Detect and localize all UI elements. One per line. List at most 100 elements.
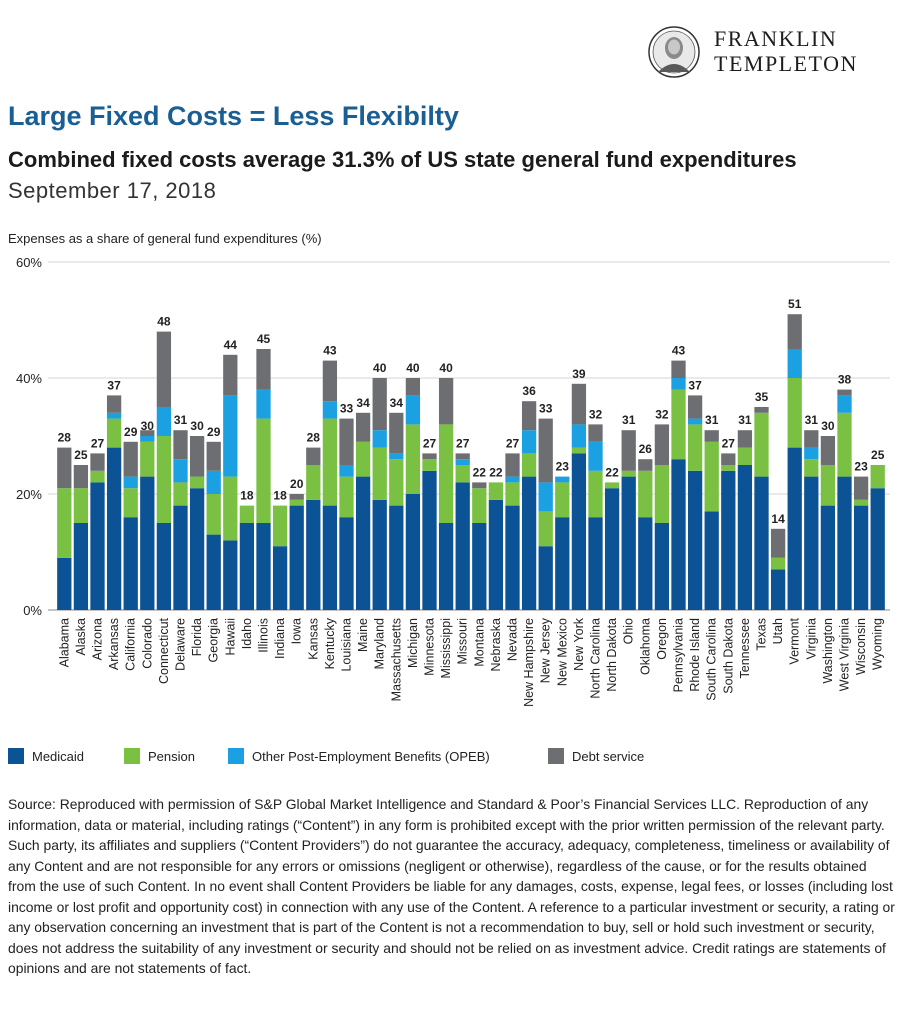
bar-segment (106, 412, 122, 419)
bar-segment (737, 447, 753, 465)
x-tick-label: Maine (356, 618, 370, 652)
bar-segment (206, 494, 221, 535)
bar-segment (787, 447, 802, 610)
legend-swatch (124, 748, 140, 764)
bar-segment (704, 511, 719, 610)
bar-segment (754, 412, 769, 477)
total-label: 30 (141, 419, 155, 433)
total-label: 40 (439, 361, 453, 375)
x-tick-label: Indiana (273, 618, 287, 659)
total-label: 22 (605, 465, 619, 479)
total-label: 37 (107, 378, 121, 392)
bar-segment (438, 378, 454, 425)
bar-segment (687, 418, 703, 425)
bar-segment (721, 453, 736, 465)
stacked-bar-chart: Expenses as a share of general fund expe… (8, 231, 890, 707)
x-tick-label: California (124, 618, 138, 671)
total-label: 27 (506, 436, 520, 450)
total-label: 34 (356, 396, 370, 410)
bar-segment (272, 505, 288, 547)
bar-segment (638, 459, 653, 471)
total-label: 33 (539, 402, 553, 416)
bar-segment (621, 430, 636, 471)
bar-segment (521, 453, 537, 477)
x-tick-label: Ohio (622, 618, 636, 644)
bar-segment (571, 383, 587, 425)
x-tick-label: Hawaii (223, 618, 237, 656)
x-tick-label: Alaska (74, 618, 88, 656)
brand-line-2: TEMPLETON (714, 51, 858, 76)
bar-segment (538, 418, 553, 483)
bar-segment (505, 482, 520, 506)
total-label: 36 (522, 384, 536, 398)
bar-segment (654, 465, 670, 523)
bar-segment (687, 470, 703, 610)
bar-segment (322, 401, 338, 419)
total-label: 51 (788, 297, 802, 311)
x-tick-label: Arkansas (107, 618, 121, 670)
x-tick-label: Iowa (290, 618, 304, 644)
y-tick-label: 0% (23, 603, 42, 618)
bar-segment (239, 505, 255, 523)
bar-segment (438, 424, 454, 523)
x-tick-label: Illinois (257, 618, 271, 653)
source-disclaimer: Source: Reproduced with permission of S&… (8, 796, 895, 976)
x-tick-label: Nevada (506, 618, 520, 661)
bar-segment (571, 453, 587, 610)
bar-segment (106, 418, 122, 448)
bar-segment (123, 517, 138, 610)
x-tick-label: North Dakota (605, 618, 619, 692)
bar-segment (820, 465, 836, 506)
bar-segment (787, 378, 802, 448)
bar-segment (853, 476, 869, 500)
bar-segment (306, 465, 321, 500)
bar-segment (106, 395, 122, 413)
bar-segment (306, 499, 321, 610)
bar-segment (372, 378, 387, 431)
x-tick-label: Wyoming (871, 618, 885, 670)
total-label: 25 (74, 448, 88, 462)
x-tick-label: West Virginia (838, 618, 852, 691)
bar-segment (704, 441, 719, 512)
bar-segment (687, 395, 703, 419)
portrait-seal-icon (648, 26, 700, 78)
bar-segment (704, 430, 719, 442)
bar-segment (156, 523, 172, 610)
bar-segment (256, 349, 271, 390)
x-tick-label: Idaho (240, 618, 254, 649)
bar-segment (372, 447, 387, 500)
total-label: 29 (124, 425, 138, 439)
legend: Medicaid Pension Other Post-Employment Ben… (8, 748, 898, 770)
x-tick-label: South Dakota (721, 618, 735, 694)
bar-segment (322, 505, 338, 610)
x-tick-label: Missouri (456, 618, 470, 665)
bar-segment (721, 470, 736, 610)
x-tick-label: Montana (472, 618, 486, 667)
bar-segment (123, 476, 138, 489)
bar-segment (289, 494, 304, 500)
total-label: 31 (622, 413, 636, 427)
bar-segment (57, 488, 72, 558)
franklin-templeton-logo: FRANKLIN TEMPLETON (648, 26, 888, 78)
x-tick-label: Kansas (306, 618, 320, 660)
bar-segment (455, 482, 470, 610)
bar-segment (173, 430, 188, 460)
bar-segment (339, 465, 354, 477)
x-tick-label: Vermont (788, 617, 802, 664)
bar-segment (256, 389, 271, 419)
total-label: 20 (290, 477, 304, 491)
bar-segment (588, 517, 603, 610)
legend-item: Other Post-Employment Benefits (OPEB) (228, 748, 490, 764)
bar-segment (322, 360, 338, 402)
total-label: 31 (805, 413, 819, 427)
bar-segment (521, 401, 537, 431)
x-tick-label: Arizona (91, 618, 105, 660)
brand-wordmark: FRANKLIN TEMPLETON (714, 26, 858, 76)
bar-segment (73, 465, 89, 489)
bar-segment (389, 459, 404, 506)
total-label: 27 (722, 436, 736, 450)
bar-segment (206, 470, 221, 494)
bar-segment (405, 378, 421, 396)
legend-item: Medicaid (8, 748, 84, 764)
